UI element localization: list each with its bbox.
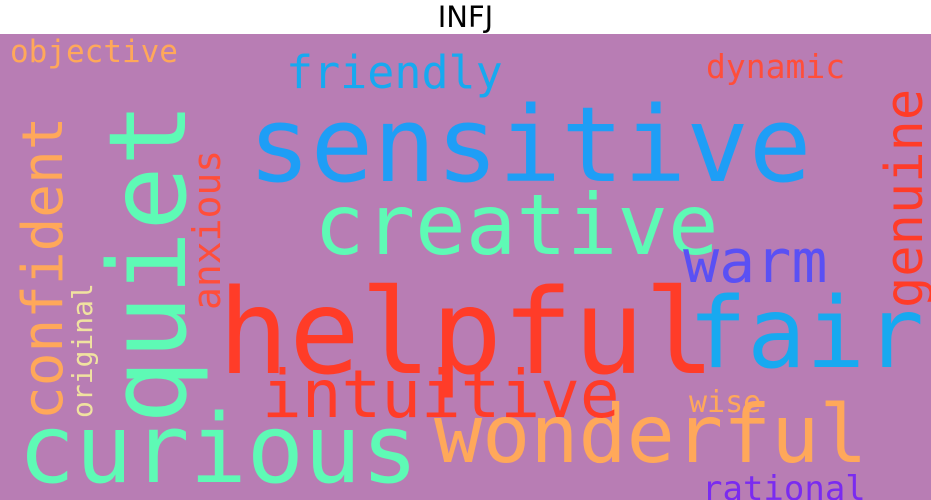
word-cloud: helpful sensitive curious wonderful quiet cre… <box>0 34 931 500</box>
word-cloud-canvas: helpful sensitive curious wonderful quiet cre… <box>0 34 931 500</box>
word-wise: wise <box>689 385 761 420</box>
word-friendly: friendly <box>286 46 503 99</box>
word-helpful: helpful <box>218 263 715 401</box>
word-original: original <box>66 283 99 418</box>
word-intuitive: intuitive <box>262 356 620 433</box>
word-wonderful: wonderful <box>434 388 867 481</box>
word-genuine: genuine <box>875 89 931 308</box>
word-anxious: anxious <box>185 150 229 310</box>
word-objective: objective <box>10 34 178 70</box>
word-dynamic: dynamic <box>706 47 845 86</box>
word-confident: confident <box>11 117 76 420</box>
word-quiet: quiet <box>87 102 211 424</box>
word-warm: warm <box>683 227 828 297</box>
word-curious: curious <box>18 395 418 500</box>
figure-title: INFJ <box>437 0 494 34</box>
word-layer: helpful sensitive curious wonderful quiet cre… <box>10 34 931 500</box>
word-cloud-background <box>0 34 931 500</box>
word-rational: rational <box>702 469 866 500</box>
word-creative: creative <box>314 176 719 274</box>
word-fair: fair <box>688 277 924 391</box>
word-sensitive: sensitive <box>248 84 812 206</box>
